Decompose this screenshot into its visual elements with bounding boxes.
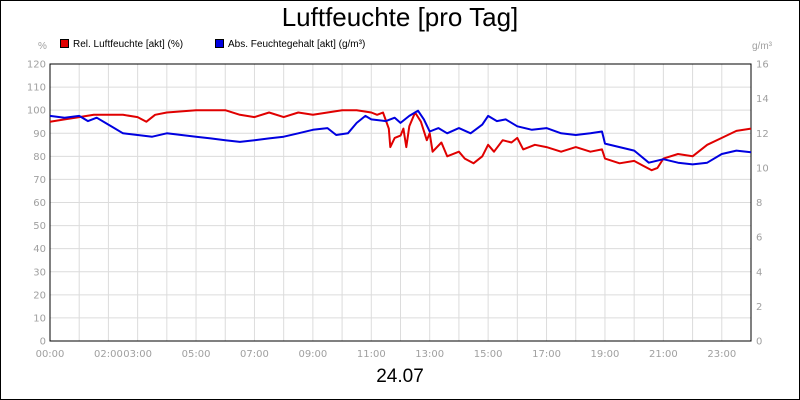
right-tick-label: 4	[756, 267, 762, 278]
x-tick-label: 15:00	[474, 349, 503, 360]
x-tick-label: 13:00	[415, 349, 444, 360]
right-tick-label: 8	[756, 198, 762, 209]
left-tick-label: 110	[27, 83, 46, 94]
x-tick-label: 21:00	[649, 349, 678, 360]
x-tick-label: 03:00	[123, 349, 152, 360]
left-tick-label: 80	[33, 152, 46, 163]
legend-swatch-red	[60, 39, 69, 48]
left-tick-label: 70	[33, 175, 46, 186]
left-tick-label: 20	[33, 290, 46, 301]
x-tick-label: 00:00	[36, 349, 65, 360]
left-tick-label: 30	[33, 267, 46, 278]
x-tick-label: 23:00	[707, 349, 736, 360]
right-tick-label: 10	[756, 163, 769, 174]
x-tick-label: 11:00	[357, 349, 386, 360]
left-axis-unit: %	[38, 41, 47, 52]
left-tick-label: 10	[33, 313, 46, 324]
x-tick-label: 19:00	[591, 349, 620, 360]
left-tick-label: 40	[33, 244, 46, 255]
left-tick-label: 50	[33, 221, 46, 232]
legend-label-rel-humidity: Rel. Luftfeuchte [akt] (%)	[73, 39, 184, 50]
left-tick-label: 60	[33, 198, 46, 209]
x-tick-label: 02:00	[94, 349, 123, 360]
left-tick-label: 120	[27, 60, 46, 71]
right-tick-label: 2	[756, 302, 762, 313]
right-tick-label: 12	[756, 129, 769, 140]
legend-label-abs-humidity: Abs. Feuchtegehalt [akt] (g/m³)	[228, 39, 366, 50]
legend-item-abs-humidity: Abs. Feuchtegehalt [akt] (g/m³)	[215, 39, 365, 50]
x-tick-label: 07:00	[240, 349, 269, 360]
left-tick-label: 0	[40, 337, 46, 348]
date-label: 24.07	[376, 366, 424, 387]
right-tick-label: 6	[756, 233, 762, 244]
series-line-abs-humidity	[49, 109, 752, 166]
x-tick-label: 05:00	[182, 349, 211, 360]
legend-item-rel-humidity: Rel. Luftfeuchte [akt] (%)	[60, 39, 183, 50]
x-tick-label: 09:00	[298, 349, 327, 360]
legend-swatch-blue	[215, 39, 224, 48]
right-axis-unit: g/m³	[752, 41, 772, 52]
chart-title: Luftfeuchte [pro Tag]	[281, 2, 519, 32]
plot-border	[49, 63, 752, 342]
series-line-rel-humidity	[49, 109, 752, 172]
right-tick-label: 16	[756, 60, 769, 71]
right-tick-label: 0	[756, 337, 762, 348]
right-tick-label: 14	[756, 94, 769, 105]
left-tick-label: 100	[27, 106, 46, 117]
left-tick-label: 90	[33, 129, 46, 140]
x-tick-label: 17:00	[532, 349, 561, 360]
